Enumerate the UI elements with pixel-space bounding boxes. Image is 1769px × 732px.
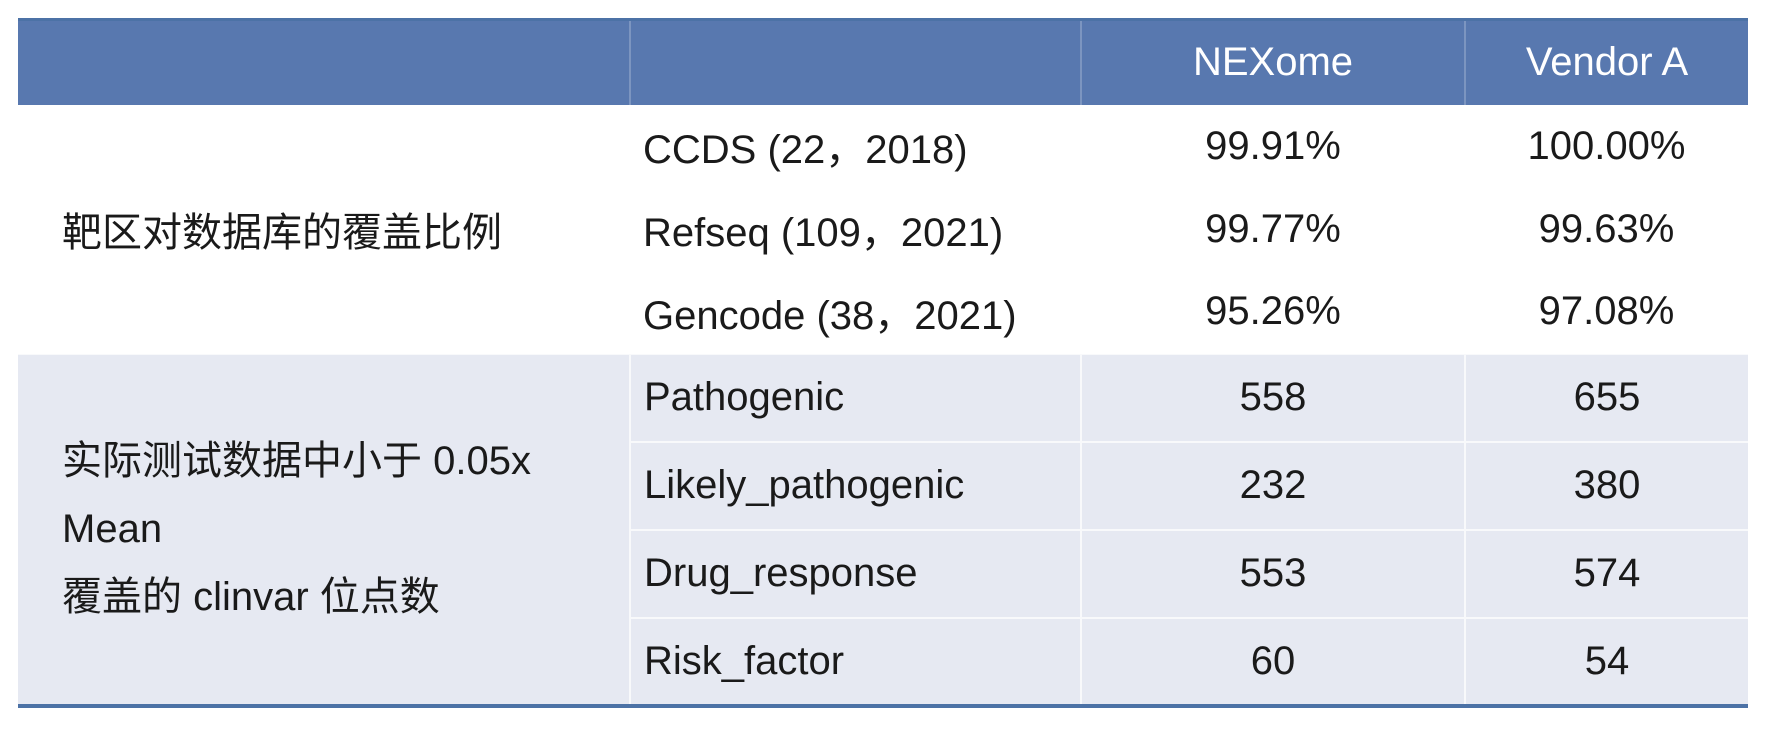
header-cell-empty-2	[629, 19, 1081, 105]
metric-name-cell: Risk_factor	[629, 616, 1081, 706]
section-label-coverage: 靶区对数据库的覆盖比例	[62, 210, 502, 255]
header-cell-nexome: NEXome	[1080, 19, 1465, 105]
table-row: 实际测试数据中小于 0.05x Mean 覆盖的 clinvar 位点数 Pat…	[18, 352, 1748, 706]
section-label-clinvar: 实际测试数据中小于 0.05x Mean 覆盖的 clinvar 位点数	[18, 352, 630, 706]
vendor-a-value-cell: 100.00%	[1527, 123, 1686, 168]
table-row: 靶区对数据库的覆盖比例 CCDS (22，2018) 99.91% 100.00…	[18, 104, 1748, 255]
metric-name-cell: CCDS (22，2018)	[643, 128, 968, 172]
metric-name-cell: Refseq (109，2021)	[643, 211, 1004, 255]
nexome-value-cell: 99.91%	[1205, 123, 1341, 168]
section-clinvar: 实际测试数据中小于 0.05x Mean 覆盖的 clinvar 位点数 Pat…	[18, 352, 1748, 706]
vendor-a-value-cell: 574	[1464, 528, 1748, 618]
nexome-value-cell: 558	[1080, 352, 1465, 442]
metric-name-cell: Gencode (38，2021)	[643, 293, 1017, 338]
nexome-value-cell: 95.26%	[1205, 289, 1341, 333]
metric-name-cell: Drug_response	[629, 528, 1081, 618]
nexome-value-cell: 232	[1080, 440, 1465, 530]
header-cell-vendor-a: Vendor A	[1464, 19, 1748, 105]
section-label-clinvar-line-1: 实际测试数据中小于 0.05x Mean	[62, 439, 531, 551]
vendor-a-value-cell: 97.08%	[1538, 289, 1675, 333]
vendor-a-value-cell: 54	[1464, 616, 1748, 706]
vendor-a-value-cell: 99.63%	[1538, 206, 1675, 251]
comparison-table: NEXome Vendor A 靶区对数据库的覆盖比例 CCDS (22，201…	[18, 18, 1748, 708]
nexome-value-cell: 99.77%	[1205, 206, 1341, 251]
table-header: NEXome Vendor A	[18, 19, 1748, 105]
vendor-a-value-cell: 380	[1464, 440, 1748, 530]
metric-name-cell: Likely_pathogenic	[629, 440, 1081, 530]
metric-name-cell: Pathogenic	[629, 352, 1081, 442]
nexome-value-cell: 60	[1080, 616, 1465, 706]
vendor-a-value-cell: 655	[1464, 352, 1748, 442]
header-cell-empty-1	[18, 19, 630, 105]
section-label-clinvar-line-2: 覆盖的 clinvar 位点数	[62, 575, 440, 619]
header-row: NEXome Vendor A	[18, 19, 1748, 105]
section-coverage: 靶区对数据库的覆盖比例 CCDS (22，2018) 99.91% 100.00…	[18, 104, 1748, 354]
nexome-value-cell: 553	[1080, 528, 1465, 618]
